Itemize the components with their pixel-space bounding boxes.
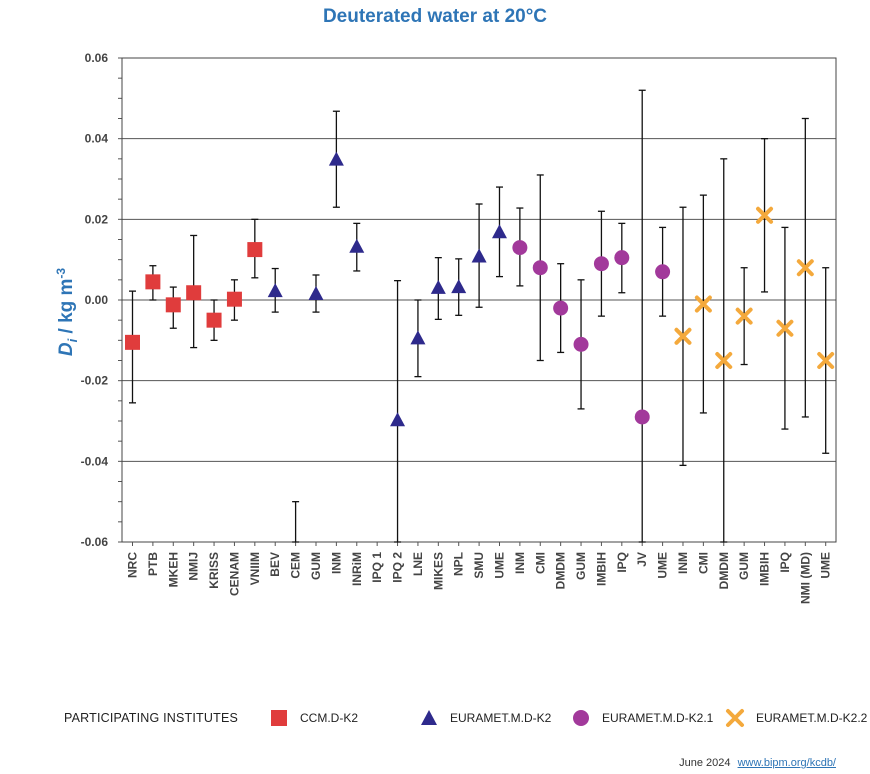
y-tick-label: 0.06 [85, 51, 109, 65]
data-point-cross [735, 307, 753, 325]
x-tick-label: CMI [696, 552, 710, 574]
x-tick-label: IPQ [615, 552, 629, 573]
y-axis-label-part: i [65, 338, 80, 342]
x-tick-label: UME [492, 552, 506, 579]
data-point-cross [817, 352, 835, 369]
data-point-triangle [491, 224, 507, 239]
data-point-triangle [308, 285, 324, 300]
data-point-square [125, 334, 140, 350]
data-point-square [206, 312, 222, 328]
data-point-triangle [349, 238, 365, 253]
data-point-triangle [430, 279, 446, 294]
square-marker-icon [271, 710, 287, 726]
legend-label: EURAMET.M.D-K2 [450, 711, 552, 725]
data-point-triangle [390, 412, 406, 427]
data-point-circle [573, 336, 589, 352]
y-tick-label: -0.04 [81, 454, 109, 468]
data-point-triangle [451, 279, 467, 294]
data-point-circle [593, 256, 609, 272]
data-point-triangle [471, 248, 487, 263]
chart-plot: -0.06 -0.04 -0.02 0.00 0.02 0.04 0.06 NRC PTB MKE… [54, 51, 837, 604]
x-tick-label: GUM [574, 552, 588, 580]
data-point-cross [756, 206, 774, 224]
legend-label: EURAMET.M.D-K2.2 [756, 711, 868, 725]
x-tick-label: VNIIM [248, 552, 262, 585]
data-point-square [186, 285, 202, 301]
y-axis-label-part: / kg m [56, 279, 77, 339]
x-tick-label: INM [329, 552, 343, 574]
triangle-marker-icon [421, 710, 437, 725]
data-point-circle [553, 300, 569, 316]
data-point-triangle [328, 151, 344, 166]
data-point-cross [674, 327, 692, 345]
x-tick-label: INRiM [350, 552, 364, 586]
x-tick-label: UME [819, 552, 833, 579]
x-tick-label: CENAM [227, 552, 241, 596]
data-point-cross [796, 259, 814, 277]
x-tick-label: INM [513, 552, 527, 574]
legend-label: EURAMET.M.D-K2.1 [602, 711, 714, 725]
x-tick-label: LNE [411, 552, 425, 576]
data-point-cross [776, 319, 794, 337]
y-tick-label: 0.04 [85, 132, 109, 146]
chart-title: Deuterated water at 20°C [322, 6, 548, 27]
x-tick-label: PTB [146, 552, 160, 576]
circle-marker-icon [573, 710, 589, 726]
y-tick-label: -0.06 [81, 535, 109, 549]
legend-title: PARTICIPATING INSTITUTES [64, 711, 239, 725]
data-point-cross [715, 352, 733, 369]
data-point-square [165, 297, 181, 313]
data-point-square [145, 274, 161, 290]
footer-date: June 2024 [679, 757, 731, 769]
x-tick-label: DMDM [554, 552, 568, 589]
data-point-circle [614, 250, 630, 266]
data-point-circle [512, 240, 528, 256]
data-point-triangle [267, 283, 283, 298]
x-tick-label: JV [635, 552, 649, 567]
x-tick-label: KRISS [207, 552, 221, 589]
x-tick-label: NMI (MD) [798, 552, 812, 604]
x-tick-label: MIKES [431, 552, 445, 590]
footer: June 2024 www.bipm.org/kcdb/ [679, 757, 836, 769]
y-tick-label: 0.02 [85, 212, 109, 226]
x-tick-label: NRC [126, 552, 140, 578]
kcdb-link[interactable]: www.bipm.org/kcdb/ [737, 757, 836, 769]
data-point-circle [634, 409, 650, 425]
y-tick-label: -0.02 [81, 374, 109, 388]
y-axis-label-part: -3 [54, 268, 68, 279]
cross-marker-icon [726, 709, 744, 727]
x-tick-label: MKEH [166, 552, 180, 587]
x-tick-label: GUM [309, 552, 323, 580]
data-point-cross [694, 295, 712, 313]
y-axis-label: Di / kg m-3 [54, 268, 80, 357]
x-tick-label: UME [656, 552, 670, 579]
x-tick-label: NPL [452, 552, 466, 576]
data-point-triangle [410, 330, 426, 345]
x-tick-label: CMI [533, 552, 547, 574]
x-tick-label: IPQ 2 [391, 552, 405, 583]
x-tick-label: IPQ [778, 552, 792, 573]
x-tick-label: DMDM [717, 552, 731, 589]
x-tick-label: IMBIH [758, 552, 772, 586]
y-axis-label-part: D [56, 342, 77, 356]
x-tick-label: CEM [289, 552, 303, 579]
legend-label: CCM.D-K2 [300, 711, 359, 725]
x-tick-label: BEV [268, 552, 282, 577]
x-tick-label: IPQ 1 [370, 552, 384, 583]
data-point-circle [532, 260, 548, 276]
x-tick-label: GUM [737, 552, 751, 580]
data-point-circle [655, 264, 671, 280]
x-tick-label: IMBIH [594, 552, 608, 586]
x-tick-label: SMU [472, 552, 486, 579]
legend: PARTICIPATING INSTITUTES CCM.D-K2 EURAME… [0, 705, 870, 735]
x-tick-label: NMIJ [187, 552, 201, 581]
y-tick-label: 0.00 [85, 293, 109, 307]
data-point-square [226, 291, 242, 307]
x-tick-label: INM [676, 552, 690, 574]
data-point-square [247, 242, 263, 258]
